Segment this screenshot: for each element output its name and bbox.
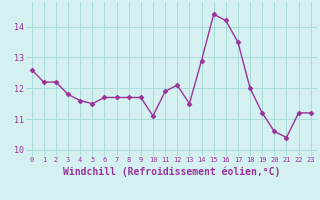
X-axis label: Windchill (Refroidissement éolien,°C): Windchill (Refroidissement éolien,°C) [62,166,280,177]
